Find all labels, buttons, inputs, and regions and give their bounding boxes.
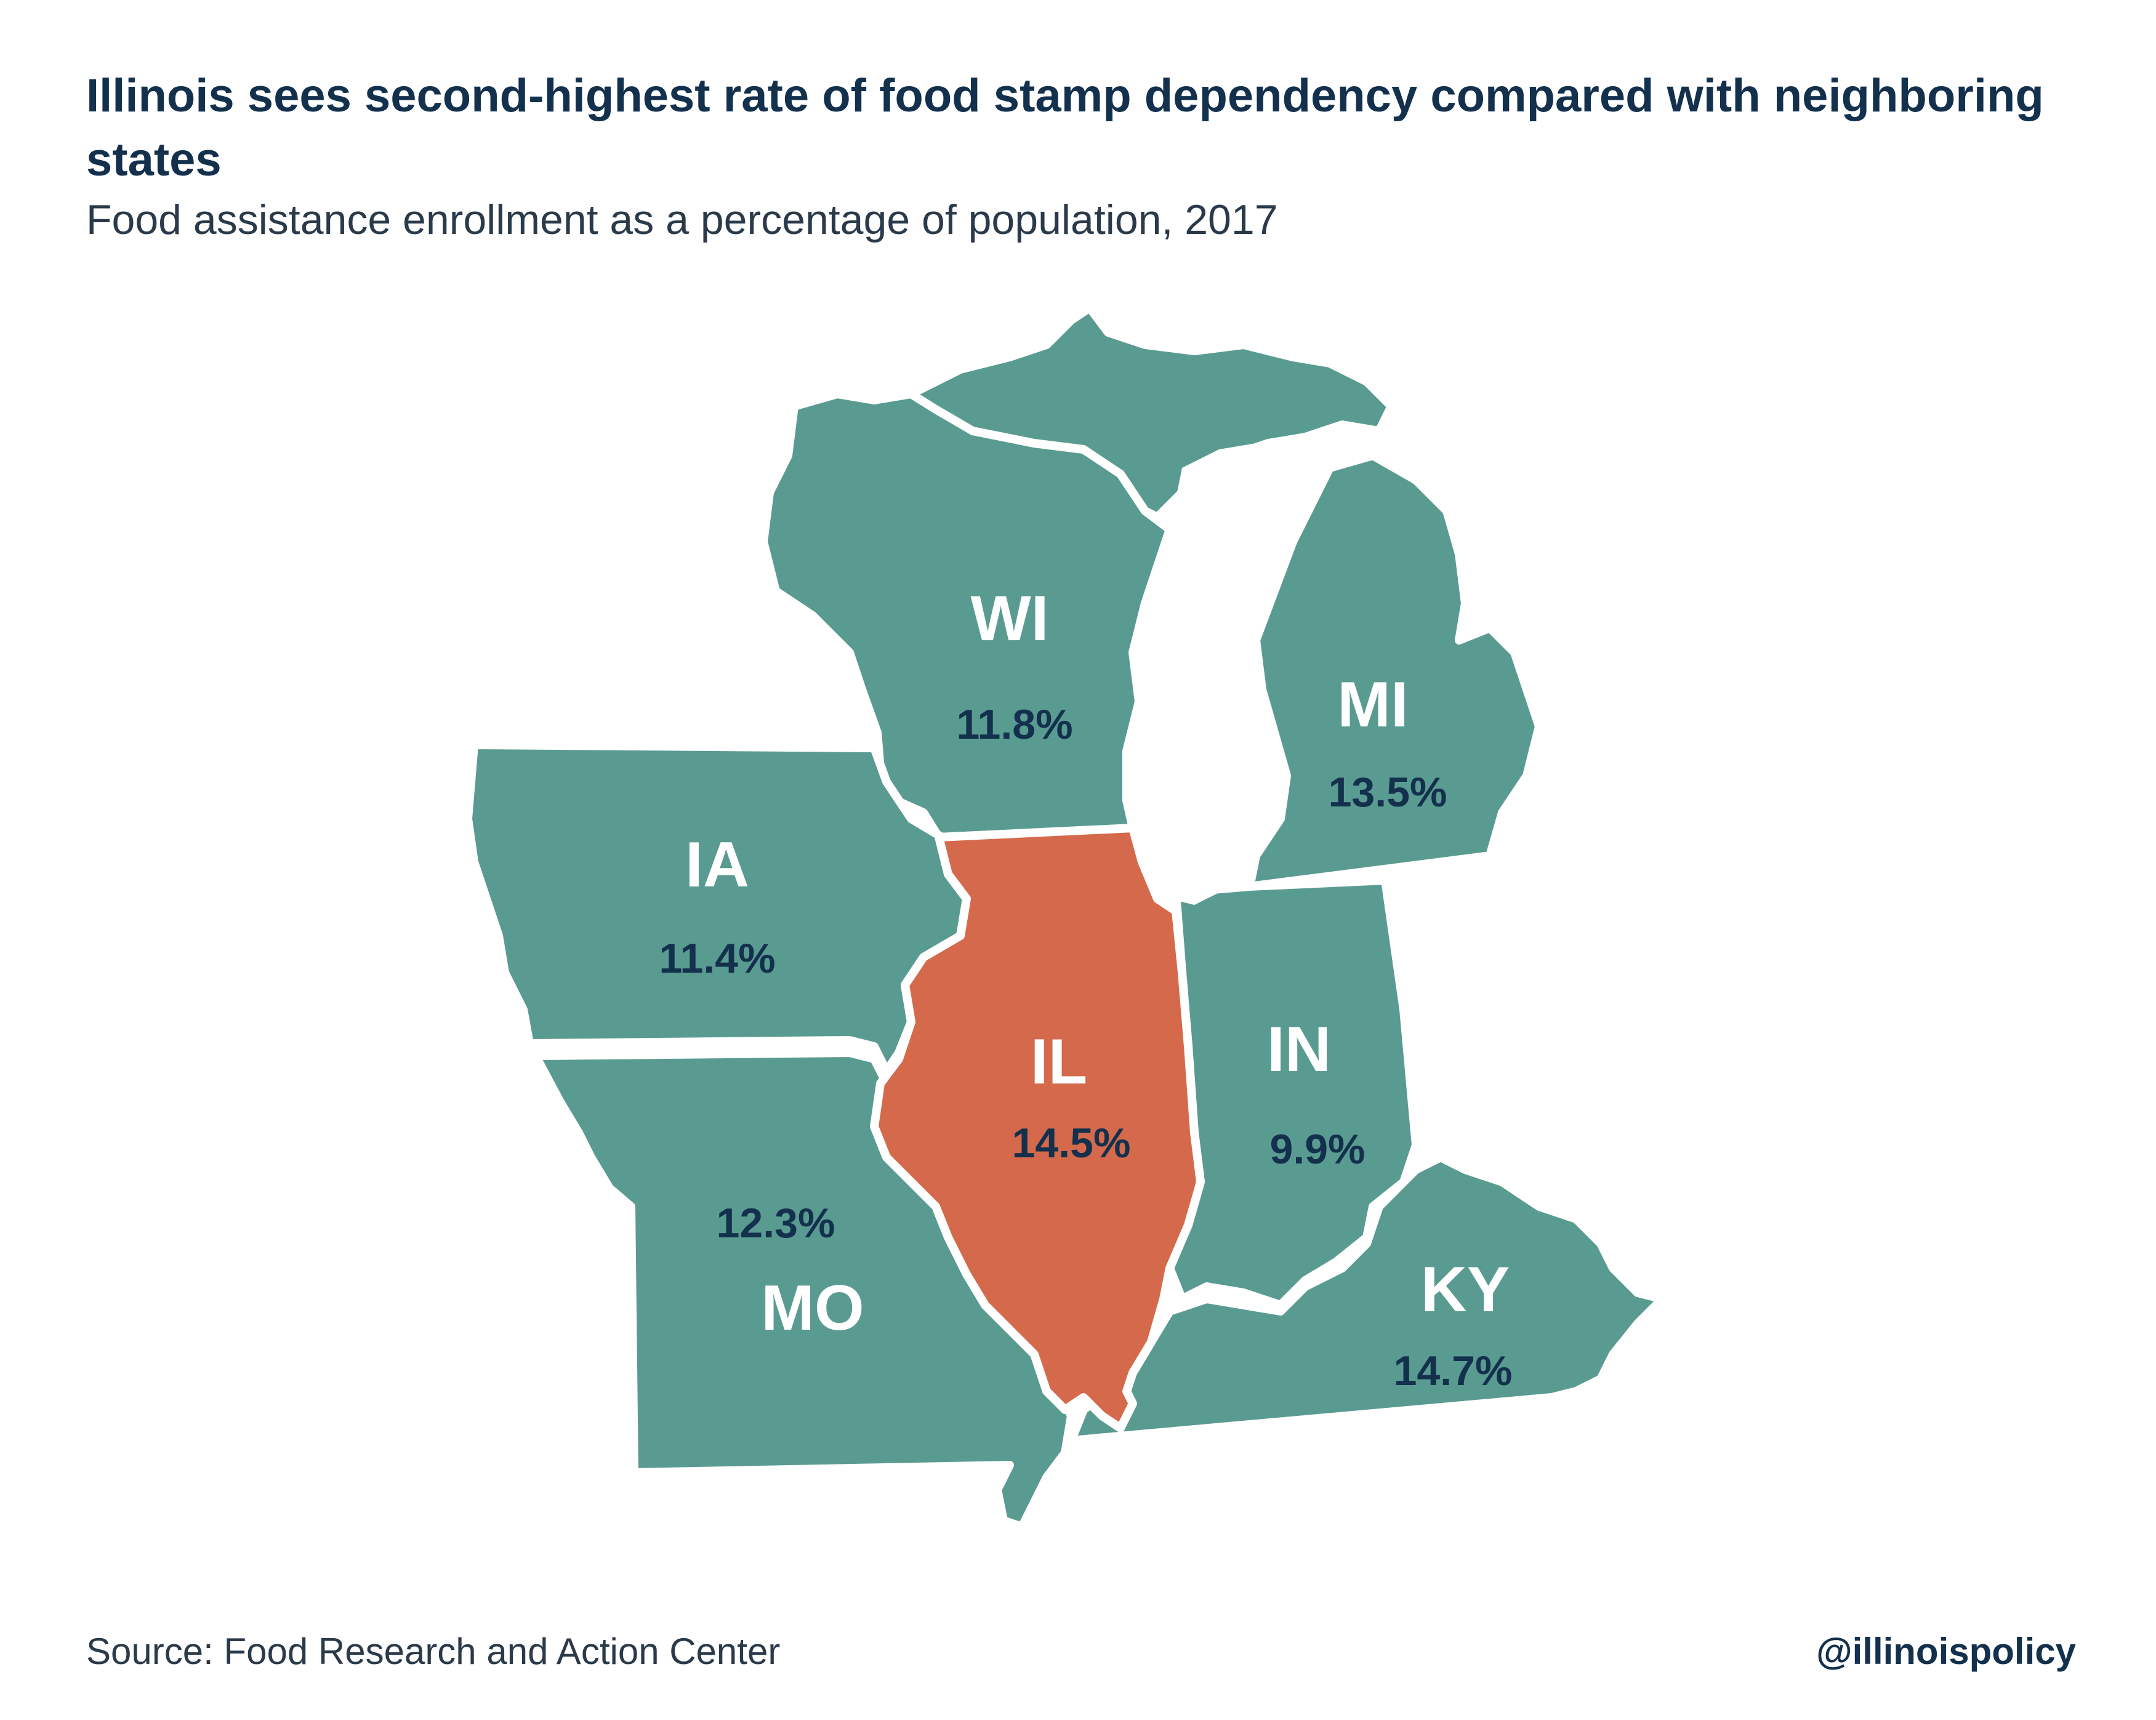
state-ky	[1067, 1153, 1667, 1445]
page-title: Illinois sees second-highest rate of foo…	[86, 70, 2044, 186]
state-ia	[464, 741, 971, 1075]
state-il	[870, 824, 1205, 1433]
label-mo-value: 12.3%	[717, 1200, 835, 1247]
source-note: Source: Food Research and Action Center	[86, 1631, 781, 1672]
label-ky-value: 14.7%	[1394, 1348, 1513, 1394]
label-ky-code: KY	[1421, 1254, 1510, 1325]
label-mi-code: MI	[1337, 669, 1409, 741]
state-mi-upper-peninsula	[907, 303, 1396, 521]
page-subtitle: Food assistance enrollment as a percenta…	[86, 196, 1278, 243]
label-ia-value: 11.4%	[659, 935, 775, 982]
social-handle: @illinoispolicy	[1816, 1631, 2076, 1672]
lake-michigan	[1145, 443, 1330, 905]
label-wi-value: 11.8%	[956, 701, 1072, 748]
label-mo-code: MO	[761, 1272, 864, 1344]
label-in-code: IN	[1267, 1014, 1331, 1085]
label-wi-code: WI	[970, 583, 1048, 654]
label-mi-value: 13.5%	[1329, 769, 1447, 816]
label-il-code: IL	[1031, 1026, 1087, 1098]
label-il-value: 14.5%	[1012, 1120, 1131, 1167]
label-in-value: 9.9%	[1270, 1126, 1366, 1173]
label-ia-code: IA	[685, 829, 749, 901]
